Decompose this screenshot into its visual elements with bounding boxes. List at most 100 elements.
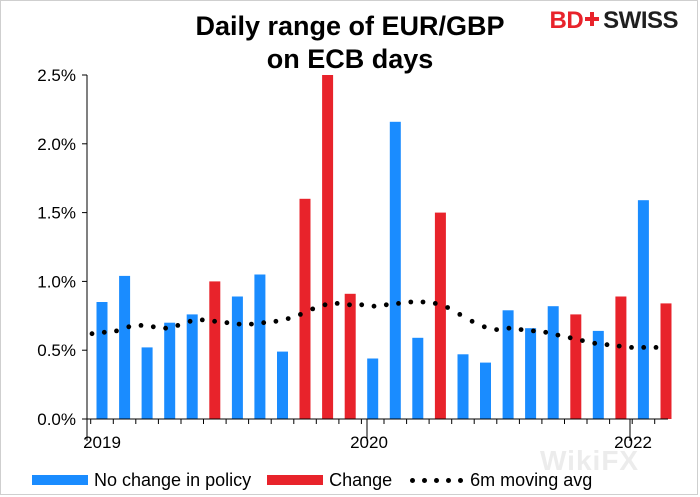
moving-avg-point (334, 301, 340, 306)
bar-no-change (412, 337, 424, 419)
moving-avg-point (531, 328, 536, 334)
moving-avg-point (187, 318, 193, 324)
moving-avg-point (138, 323, 144, 328)
moving-avg-point (359, 302, 365, 308)
bar-no-change (96, 302, 108, 419)
y-tick-label: 2.5% (37, 66, 76, 85)
moving-avg-point (604, 342, 610, 348)
legend-item-change: Change (267, 470, 392, 491)
moving-avg-point (126, 324, 132, 330)
moving-avg-point (408, 299, 414, 305)
moving-avg-point (322, 302, 328, 308)
moving-avg-point (396, 301, 401, 306)
bar-no-change (525, 328, 537, 419)
legend-item-no-change: No change in policy (32, 470, 251, 491)
moving-avg-point (506, 325, 512, 331)
moving-avg-point (114, 328, 119, 334)
moving-avg-point (469, 318, 475, 324)
moving-avg-point (298, 312, 303, 317)
moving-avg-line (89, 299, 659, 350)
bdswiss-logo: BD SWISS (549, 7, 678, 35)
moving-avg-point (592, 340, 598, 346)
moving-avg-point (432, 301, 438, 306)
chart-title-line-1: Daily range of EUR/GBP (195, 11, 505, 41)
bar-no-change (457, 354, 469, 419)
bar-change (322, 75, 334, 419)
moving-avg-point (481, 324, 487, 330)
moving-avg-point (653, 345, 659, 350)
moving-avg-point (101, 329, 107, 335)
y-axis: 0.0% 0.5% 1.0% 1.5% 2.0% 2.5% (37, 66, 87, 429)
bar-change (299, 198, 311, 419)
bar-no-change (637, 200, 649, 419)
moving-avg-point (212, 318, 218, 324)
legend-swatch-no-change (32, 475, 88, 485)
x-tick-label: 2020 (350, 433, 388, 452)
bar-no-change (592, 330, 604, 419)
bar-no-change (164, 322, 176, 419)
moving-avg-point (273, 318, 279, 324)
moving-avg-point (518, 327, 524, 332)
bar-no-change (277, 351, 288, 419)
moving-avg-point (371, 303, 377, 309)
y-tick-label: 0.0% (37, 410, 76, 429)
moving-avg-point (236, 321, 242, 327)
bar-no-change (502, 310, 514, 419)
moving-avg-point (310, 306, 316, 312)
bars-group (96, 75, 672, 420)
bar-change (570, 314, 582, 419)
moving-avg-point (420, 299, 426, 305)
moving-avg-point (199, 317, 205, 323)
moving-avg-point (224, 320, 230, 326)
x-tick-label: 2022 (614, 433, 652, 452)
logo-text-bd: BD (549, 7, 584, 34)
moving-avg-point (555, 332, 561, 338)
moving-avg-point (494, 327, 499, 332)
bar-change (344, 293, 356, 419)
moving-avg-point (457, 312, 463, 317)
moving-avg-point (616, 343, 622, 349)
watermark: WikiFX (540, 445, 640, 476)
y-tick-label: 1.0% (37, 272, 76, 291)
bar-no-change (367, 358, 379, 419)
y-tick-label: 2.0% (37, 135, 76, 154)
legend-swatch-change (267, 475, 324, 485)
bar-no-change (480, 362, 491, 419)
moving-avg-point (175, 323, 181, 328)
moving-avg-point (629, 345, 634, 350)
moving-avg-point (567, 335, 573, 341)
bar-no-change (141, 347, 153, 419)
moving-avg-point (347, 302, 352, 308)
bar-no-change (254, 274, 266, 419)
moving-avg-point (163, 325, 169, 331)
moving-avg-point (641, 345, 647, 350)
moving-avg-point (383, 302, 389, 308)
bar-no-change (231, 296, 243, 419)
bar-chart: 0.0% 0.5% 1.0% 1.5% 2.0% 2.5% 2019 2020 2022 (37, 66, 672, 452)
chart-title: Daily range of EUR/GBP on ECB days (140, 10, 560, 76)
y-tick-label: 1.5% (37, 204, 76, 223)
moving-avg-point (543, 329, 549, 335)
moving-avg-point (285, 316, 291, 321)
legend-item-moving-avg: 6m moving avg (408, 470, 592, 491)
bar-no-change (186, 314, 198, 419)
moving-avg-point (89, 331, 95, 337)
bar-no-change (547, 306, 559, 419)
x-axis: 2019 2020 2022 (83, 433, 652, 452)
chart-title-line-2: on ECB days (266, 44, 434, 74)
bar-change (660, 303, 672, 419)
legend-swatch-moving-avg (408, 475, 464, 485)
axes-group (86, 75, 668, 441)
bar-no-change (389, 121, 401, 420)
moving-avg-point (445, 305, 450, 310)
bar-change (615, 296, 627, 419)
logo-text-swiss: SWISS (603, 7, 678, 34)
bar-change (434, 212, 446, 419)
legend-label-moving-avg: 6m moving avg (470, 469, 593, 490)
bar-no-change (119, 275, 131, 419)
legend-label-change: Change (329, 469, 393, 490)
legend: No change in policy Change 6m moving avg (32, 468, 608, 492)
swiss-cross-icon (585, 12, 600, 26)
x-tick-label: 2019 (83, 433, 121, 452)
